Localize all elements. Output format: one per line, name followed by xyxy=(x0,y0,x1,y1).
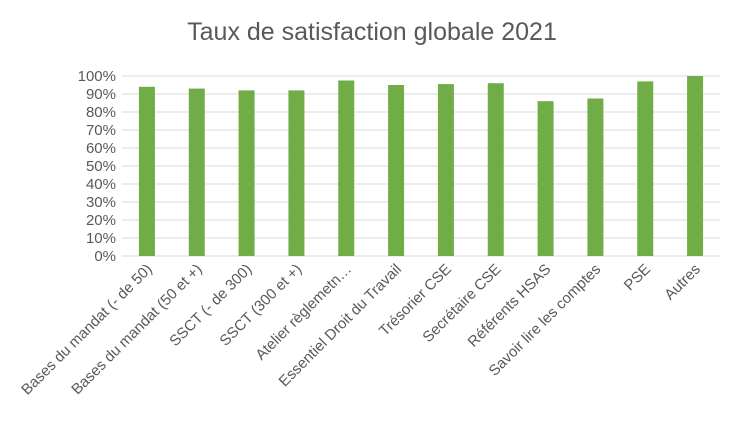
y-tick-label: 0% xyxy=(94,248,116,265)
chart-title: Taux de satisfaction globale 2021 xyxy=(187,18,557,46)
bar xyxy=(687,76,704,256)
y-tick-label: 10% xyxy=(86,230,116,247)
bar xyxy=(537,101,554,256)
bar xyxy=(437,84,454,256)
y-tick-label: 60% xyxy=(86,140,116,157)
y-tick-label: 30% xyxy=(86,194,116,211)
bar xyxy=(388,85,405,256)
y-tick-label: 40% xyxy=(86,176,116,193)
y-tick-label: 90% xyxy=(86,86,116,103)
bar xyxy=(238,90,255,257)
x-category-label: Autres xyxy=(661,261,704,304)
bar xyxy=(587,98,604,256)
bar xyxy=(138,86,155,256)
bar xyxy=(637,81,654,257)
x-category-label: PSE xyxy=(621,261,654,294)
y-tick-label: 50% xyxy=(86,158,116,175)
bar xyxy=(288,90,305,257)
y-tick-label: 80% xyxy=(86,104,116,121)
y-tick-label: 20% xyxy=(86,212,116,229)
bar xyxy=(487,83,504,256)
y-tick-label: 70% xyxy=(86,122,116,139)
y-tick-label: 100% xyxy=(78,68,116,85)
bar xyxy=(338,80,355,256)
x-category-label: Atelier règlemetn… xyxy=(252,261,355,364)
bar xyxy=(188,88,205,256)
